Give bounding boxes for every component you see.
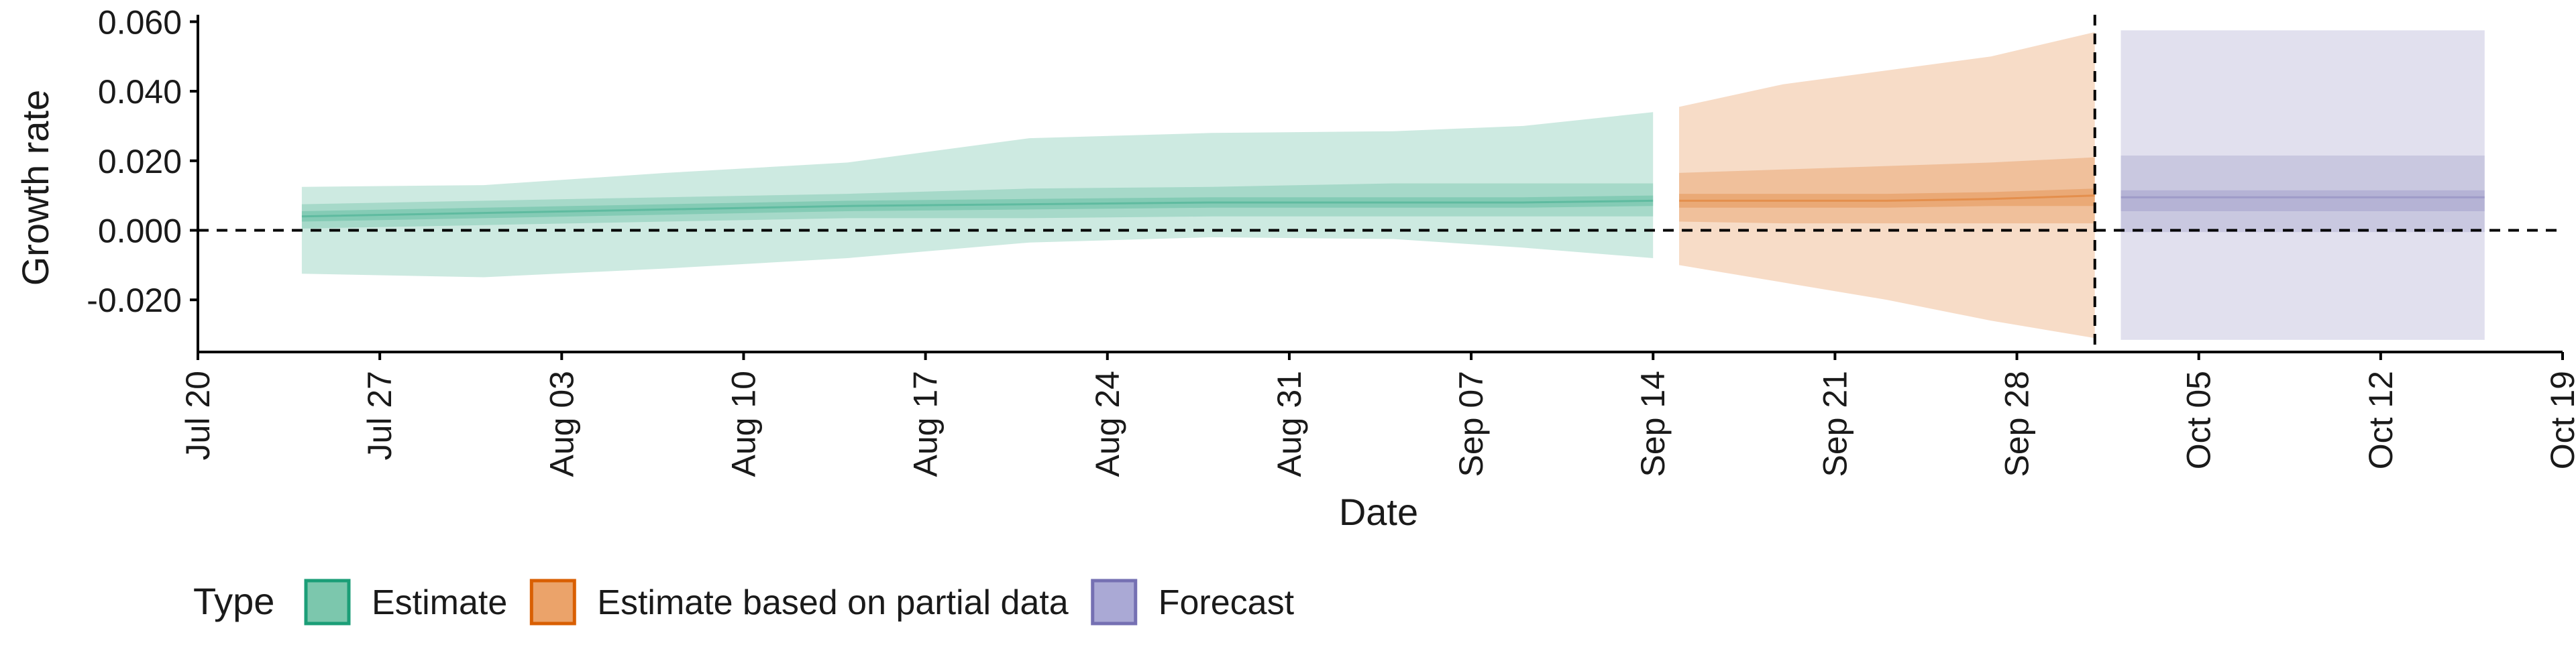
x-tick-label: Jul 27 bbox=[361, 371, 398, 460]
y-tick-label: 0.000 bbox=[98, 213, 182, 250]
legend-items: Estimate Estimate based on partial data Fo… bbox=[304, 579, 1295, 626]
legend-item-forecast: Forecast bbox=[1091, 579, 1295, 626]
legend: Type Estimate Estimate based on partial d… bbox=[193, 579, 1295, 626]
ribbon-estimate-50 bbox=[301, 183, 1654, 229]
legend-item-estimate: Estimate bbox=[304, 579, 507, 626]
x-tick-label: Oct 19 bbox=[2544, 371, 2576, 469]
y-axis-title: Growth rate bbox=[14, 90, 56, 286]
x-tick-label: Aug 10 bbox=[725, 371, 763, 477]
axes: 0.060 0.040 0.020 0.000 -0.020 Jul 20 Jul 27 Au… bbox=[87, 3, 2576, 477]
ribbon-forecast-90 bbox=[2121, 30, 2485, 340]
y-tick-label: 0.020 bbox=[98, 143, 182, 180]
legend-title: Type bbox=[193, 580, 274, 622]
ribbon-estimate-based-on-partial-data-50 bbox=[1679, 157, 2095, 224]
x-tick-label: Aug 24 bbox=[1089, 371, 1126, 477]
ribbon-estimate-90 bbox=[301, 112, 1654, 278]
legend-label: Forecast bbox=[1159, 583, 1295, 622]
legend-label: Estimate based on partial data bbox=[597, 583, 1069, 622]
x-tick-label: Aug 03 bbox=[543, 371, 580, 477]
x-tick-label: Sep 21 bbox=[1816, 371, 1854, 477]
ribbon-estimate-20 bbox=[301, 195, 1654, 222]
median-line-estimate bbox=[301, 199, 1654, 218]
x-tick-label: Aug 17 bbox=[907, 371, 945, 477]
x-tick-label: Aug 31 bbox=[1271, 371, 1308, 477]
x-tick-label: Sep 28 bbox=[1998, 371, 2036, 477]
x-tick-label: Jul 20 bbox=[179, 371, 217, 460]
legend-swatch-forecast bbox=[1091, 579, 1138, 626]
legend-label: Estimate bbox=[372, 583, 507, 622]
ribbon-estimate-based-on-partial-data-20 bbox=[1679, 188, 2095, 208]
x-tick-label: Sep 07 bbox=[1452, 371, 1490, 477]
median-line-estimate-based-on-partial-data bbox=[1679, 194, 2095, 202]
x-tick-label: Sep 14 bbox=[1634, 371, 1672, 477]
y-tick-label: 0.060 bbox=[98, 3, 182, 41]
ribbon-forecast-50 bbox=[2121, 156, 2485, 233]
x-tick-label: Oct 12 bbox=[2362, 371, 2400, 469]
ribbon-layer bbox=[301, 30, 2485, 340]
x-tick-label: Oct 05 bbox=[2180, 371, 2218, 469]
legend-swatch-estimate bbox=[304, 579, 351, 626]
legend-item-estimate-based-on-partial-data: Estimate based on partial data bbox=[529, 579, 1069, 626]
legend-swatch-estimate-based-on-partial-data bbox=[529, 579, 576, 626]
y-tick-label: -0.020 bbox=[87, 282, 182, 319]
x-axis-title: Date bbox=[1339, 491, 1418, 533]
ribbon-forecast-20 bbox=[2121, 190, 2485, 211]
ribbon-estimate-based-on-partial-data-90 bbox=[1679, 32, 2095, 339]
y-tick-label: 0.040 bbox=[98, 73, 182, 111]
